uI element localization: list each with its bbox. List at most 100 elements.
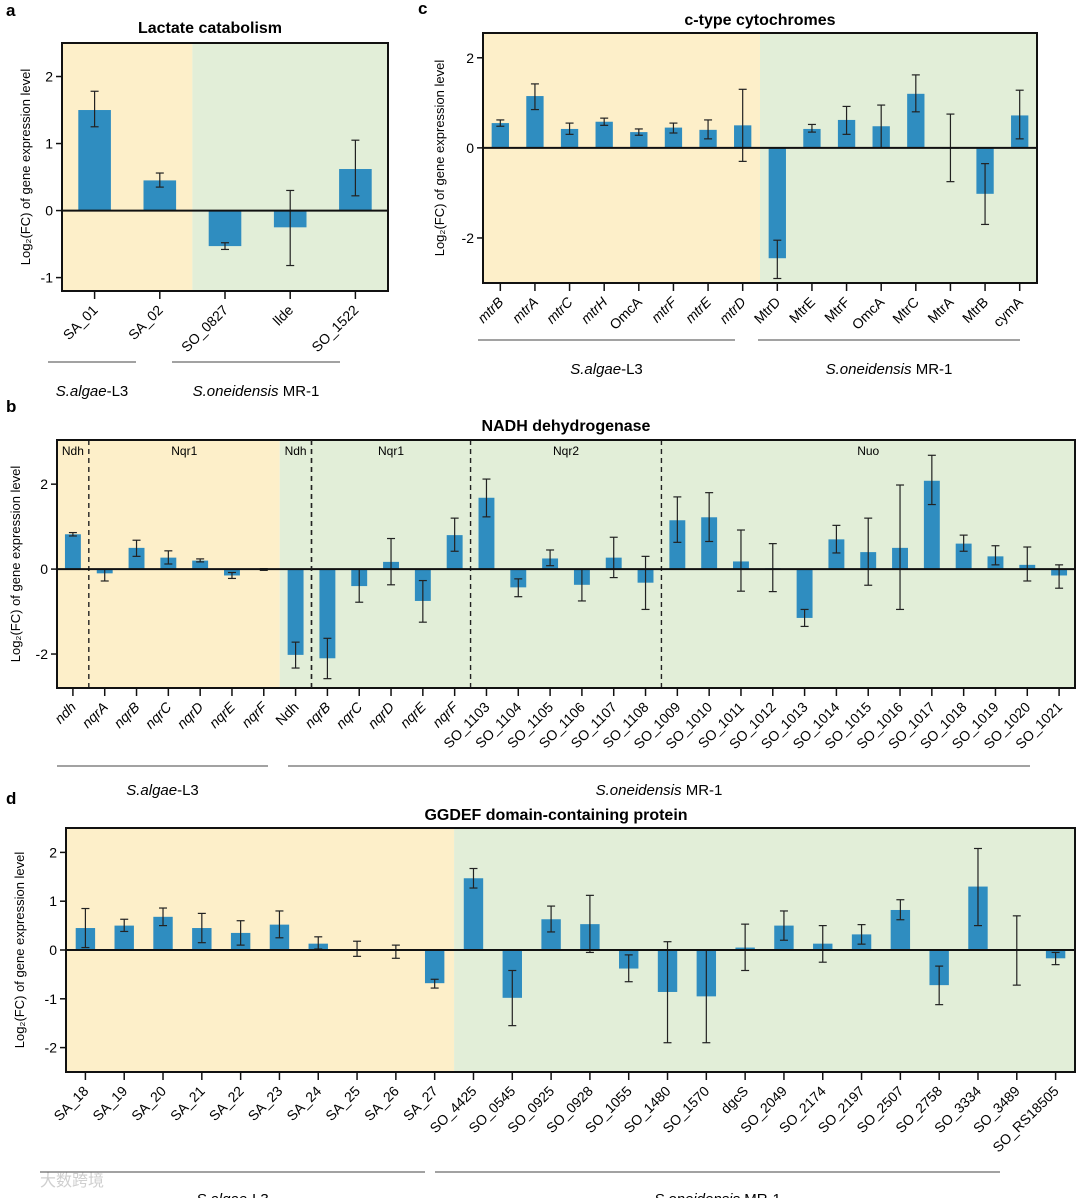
x-category-label: mtrA bbox=[509, 294, 541, 326]
group-label-strain: -L3 bbox=[177, 782, 199, 799]
bar-SO_2507 bbox=[890, 909, 911, 950]
panel-letter: c bbox=[418, 0, 427, 18]
group-label-strain: MR-1 bbox=[740, 1191, 781, 1198]
group-label: S.algae-L3 bbox=[56, 383, 129, 400]
group-label-strain: -L3 bbox=[621, 361, 643, 378]
x-category-label: cymA bbox=[990, 293, 1027, 330]
x-category-label: SA_23 bbox=[245, 1083, 286, 1124]
bar-SO_1014 bbox=[828, 539, 845, 570]
bar-ndh bbox=[64, 534, 81, 570]
y-axis-label: Log₂(FC) of gene expression level bbox=[432, 60, 447, 257]
group-label: S.oneidensis MR-1 bbox=[654, 1191, 781, 1198]
x-category-label: SA_21 bbox=[167, 1083, 208, 1124]
y-tick-label: -1 bbox=[45, 991, 58, 1007]
bar-mtrF bbox=[664, 127, 683, 148]
group-label: S.oneidensis MR-1 bbox=[596, 782, 723, 799]
bar-SO_1009 bbox=[669, 520, 686, 570]
bar-mtrC bbox=[560, 128, 579, 148]
plot-frame bbox=[482, 32, 1038, 284]
bar-mtrB bbox=[491, 123, 509, 148]
x-category-label: nqrC bbox=[142, 698, 175, 731]
x-category-label: SA_25 bbox=[322, 1083, 363, 1124]
x-category-label: nqrC bbox=[333, 698, 366, 731]
y-tick-label: -2 bbox=[45, 1040, 58, 1056]
x-category-label: mtrE bbox=[682, 293, 715, 326]
group-label-species: S.algae bbox=[570, 361, 621, 378]
y-tick-label: -2 bbox=[462, 230, 475, 246]
x-category-label: MtrD bbox=[751, 294, 784, 327]
watermark-logo: 大数跨境 bbox=[40, 1171, 104, 1190]
x-category-label: nqrA bbox=[79, 699, 111, 731]
bar-nqrB bbox=[128, 547, 145, 570]
bar-SA_19 bbox=[114, 925, 134, 950]
y-tick-label: 0 bbox=[45, 203, 53, 219]
section-label: Ndh bbox=[62, 444, 84, 458]
x-category-label: MtrE bbox=[786, 294, 818, 326]
x-category-label: SA_22 bbox=[206, 1083, 247, 1124]
y-tick-label: 1 bbox=[49, 893, 57, 909]
group-label-strain: MR-1 bbox=[279, 383, 320, 400]
x-category-label: nqrB bbox=[110, 699, 142, 731]
bar-MtrC bbox=[907, 93, 925, 148]
group-label-strain: -L3 bbox=[247, 1191, 269, 1198]
x-category-label: OmcA bbox=[606, 293, 645, 332]
group-label-species: S.algae bbox=[126, 782, 177, 799]
bar-nqrD bbox=[192, 560, 209, 570]
x-category-label: nqrD bbox=[364, 699, 397, 732]
bar-SO_0827 bbox=[208, 210, 242, 247]
bar-SO_1018 bbox=[955, 543, 972, 570]
x-category-label: mtrF bbox=[648, 293, 681, 326]
y-tick-label: 2 bbox=[45, 69, 53, 85]
x-category-label: nqrD bbox=[173, 699, 206, 732]
group-label-strain: MR-1 bbox=[912, 361, 953, 378]
bar-SO_1104 bbox=[510, 569, 527, 588]
panel-title: GGDEF domain-containing protein bbox=[424, 807, 687, 824]
bar-MtrE bbox=[803, 128, 821, 148]
y-tick-label: 0 bbox=[40, 561, 48, 577]
y-tick-label: 0 bbox=[466, 140, 474, 156]
panel-title: NADH dehydrogenase bbox=[482, 418, 651, 435]
bar-SA_20 bbox=[153, 916, 173, 950]
bar-nqrF bbox=[446, 535, 463, 570]
plot-frame bbox=[56, 439, 1076, 689]
bar-SO_1010 bbox=[701, 517, 718, 570]
x-category-label: SA_19 bbox=[89, 1083, 130, 1124]
y-tick-label: -2 bbox=[36, 646, 49, 662]
bar-SO_1017 bbox=[923, 480, 940, 570]
x-category-label: MtrC bbox=[889, 294, 922, 327]
bar-Ndh bbox=[287, 569, 304, 655]
group-label: S.algae-L3 bbox=[126, 782, 199, 799]
y-tick-label: -1 bbox=[41, 270, 54, 286]
x-category-label: nqrE bbox=[206, 698, 239, 731]
y-tick-label: 0 bbox=[49, 942, 57, 958]
bar-SO_1103 bbox=[478, 497, 495, 570]
y-tick-label: 2 bbox=[466, 50, 474, 66]
x-category-label: SA_02 bbox=[125, 302, 166, 343]
group-label-species: S.algae bbox=[56, 383, 107, 400]
panel-letter: a bbox=[6, 1, 16, 20]
y-tick-label: 1 bbox=[45, 136, 53, 152]
y-axis-label: Log₂(FC) of gene expression level bbox=[18, 69, 33, 266]
bar-mtrH bbox=[595, 121, 613, 148]
group-label: S.oneidensis MR-1 bbox=[193, 383, 320, 400]
panel-title: c-type cytochromes bbox=[684, 12, 835, 29]
group-label-strain: MR-1 bbox=[682, 782, 723, 799]
section-label: Ndh bbox=[285, 444, 307, 458]
section-label: Nuo bbox=[857, 444, 879, 458]
x-category-label: llde bbox=[270, 302, 297, 329]
section-label: Nqr1 bbox=[378, 444, 404, 458]
bar-MtrD bbox=[768, 147, 786, 259]
panel-d: -2-1012SA_18SA_19SA_20SA_21SA_22SA_23SA_… bbox=[6, 789, 1076, 1203]
x-category-label: OmcA bbox=[848, 293, 887, 332]
bar-mtrA bbox=[526, 96, 544, 148]
bar-SO_0925 bbox=[541, 919, 561, 950]
group-label-species: S.oneidensis bbox=[826, 361, 912, 378]
group-label: S.algae-L3 bbox=[196, 1191, 269, 1198]
x-category-label: nqrF bbox=[238, 698, 271, 731]
x-category-label: Ndh bbox=[272, 699, 301, 728]
panel-letter: b bbox=[6, 397, 16, 416]
x-category-label: nqrE bbox=[397, 698, 430, 731]
group-label: S.algae-L3 bbox=[570, 361, 643, 378]
